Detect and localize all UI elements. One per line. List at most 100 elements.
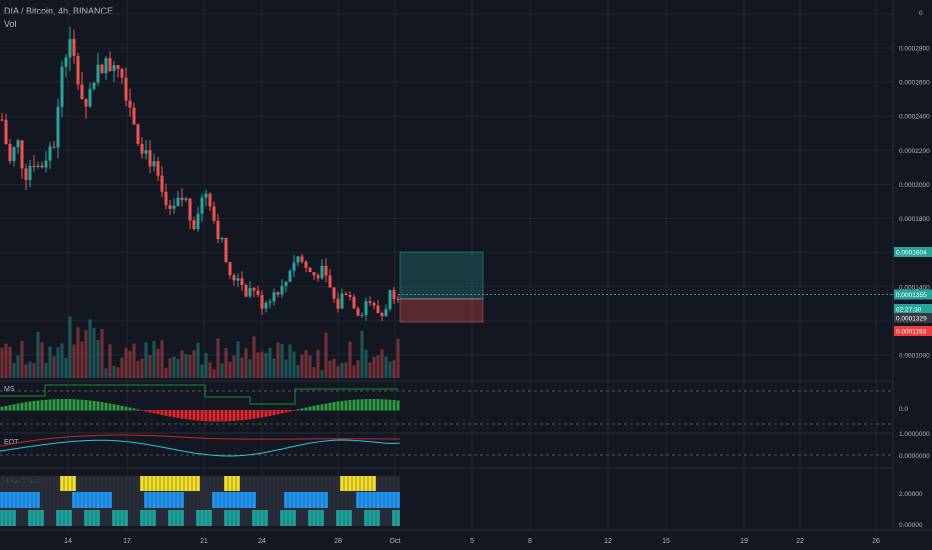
bract-bg bbox=[280, 476, 284, 526]
ms-histogram-bar bbox=[120, 405, 124, 411]
volume-bar bbox=[172, 356, 176, 378]
symbol-header: DIA / Bitcoin, 4h, BINANCE bbox=[4, 6, 114, 16]
bract-bg bbox=[344, 476, 348, 526]
bract-blue bbox=[392, 492, 396, 508]
eot-tick-label: 0.0000000 bbox=[899, 453, 930, 460]
volume-bar bbox=[56, 347, 60, 378]
time-tick-label: 5 bbox=[470, 538, 474, 545]
candle-body bbox=[244, 285, 248, 297]
ms-histogram-bar bbox=[360, 399, 364, 411]
ms-tick-label: 0.0 bbox=[899, 406, 908, 413]
bract-blue bbox=[4, 492, 8, 508]
bract-blue bbox=[72, 492, 76, 508]
volume-bar bbox=[340, 362, 344, 378]
bract-bg bbox=[352, 476, 356, 526]
volume-bar bbox=[376, 355, 380, 378]
bract-blue bbox=[324, 492, 328, 508]
ms-histogram-bar bbox=[200, 410, 204, 421]
bract-yellow bbox=[160, 476, 164, 491]
bract-teal bbox=[172, 510, 176, 526]
volume-bar bbox=[4, 343, 8, 378]
time-tick-label: 17 bbox=[123, 538, 131, 545]
volume-bar bbox=[176, 358, 180, 378]
bract-blue bbox=[32, 492, 36, 508]
candle-body bbox=[16, 140, 20, 148]
bract-teal bbox=[140, 510, 144, 526]
eot-cyan-line bbox=[0, 439, 401, 457]
candle-body bbox=[56, 106, 60, 148]
ms-step-line bbox=[0, 384, 398, 405]
ms-histogram-bar bbox=[364, 399, 368, 411]
bract-yellow bbox=[192, 476, 196, 491]
candle-body bbox=[164, 191, 168, 206]
bract-bg bbox=[56, 476, 60, 526]
bract-bg bbox=[120, 476, 124, 526]
bract-blue bbox=[24, 492, 28, 508]
bract-bg bbox=[268, 476, 272, 526]
bract-blue bbox=[156, 492, 160, 508]
ms-histogram-bar bbox=[396, 400, 400, 411]
bract-bg bbox=[276, 476, 280, 526]
ms-histogram-bar bbox=[380, 399, 384, 411]
ms-histogram-bar bbox=[188, 410, 192, 420]
bract-yellow bbox=[156, 476, 160, 491]
volume-bar bbox=[100, 328, 104, 378]
long-position-tool[interactable] bbox=[398, 251, 893, 323]
candle-body bbox=[24, 168, 28, 181]
volume-bar bbox=[240, 357, 244, 378]
candle-body bbox=[48, 146, 52, 161]
volume-bar bbox=[88, 319, 92, 378]
bract-bg bbox=[128, 476, 132, 526]
volume-bar bbox=[300, 354, 304, 378]
ms-histogram-bar bbox=[176, 410, 180, 419]
bract-blue bbox=[364, 492, 368, 508]
candle-body bbox=[360, 314, 364, 316]
bract-bg bbox=[132, 476, 136, 526]
price-tick-label: 0.0001400 bbox=[899, 284, 930, 291]
volume-bar bbox=[68, 316, 72, 378]
volume-bar bbox=[260, 351, 264, 378]
price-tick-label: 0.0002200 bbox=[899, 148, 930, 155]
candle-body bbox=[296, 256, 300, 263]
candle-body bbox=[112, 65, 116, 72]
ms-histogram-bar bbox=[276, 410, 280, 415]
price-tick-label: 0.0001000 bbox=[899, 353, 930, 360]
bract-teal bbox=[4, 510, 8, 526]
volume-bar bbox=[312, 367, 316, 378]
bract-teal bbox=[204, 510, 208, 526]
loss-zone bbox=[399, 298, 484, 323]
price-tick-label: 0.0002400 bbox=[899, 114, 930, 121]
candle-body bbox=[280, 285, 284, 295]
bract-blue bbox=[304, 492, 308, 508]
bract-blue bbox=[236, 492, 240, 508]
bract-yellow bbox=[232, 476, 236, 491]
bract-blue bbox=[296, 492, 300, 508]
bract-blue bbox=[224, 492, 228, 508]
price-badge-label: 02:27:30 bbox=[896, 307, 922, 314]
ms-histogram-bar bbox=[40, 400, 44, 411]
volume-bar bbox=[60, 343, 64, 378]
price-badge-label: 0.0001355 bbox=[896, 292, 927, 299]
ms-histogram-bar bbox=[388, 399, 392, 411]
volume-bar bbox=[320, 369, 324, 378]
bract-blue bbox=[84, 492, 88, 508]
volume-label: Vol bbox=[4, 19, 17, 29]
candle-body bbox=[200, 197, 204, 214]
bract-teal bbox=[144, 510, 148, 526]
volume-bar bbox=[284, 359, 288, 378]
bract-yellow bbox=[64, 476, 68, 491]
volume-bar bbox=[200, 364, 204, 378]
volume-bar bbox=[24, 364, 28, 378]
bract-teal bbox=[292, 510, 296, 526]
candle-body bbox=[116, 65, 120, 69]
candle-body bbox=[188, 198, 192, 221]
candle-body bbox=[300, 256, 304, 262]
candle-body bbox=[256, 290, 260, 296]
volume-bar bbox=[64, 357, 68, 378]
bract-bg bbox=[204, 476, 208, 526]
bract-yellow bbox=[340, 476, 344, 491]
ms-histogram-bar bbox=[104, 402, 108, 411]
bract-teal bbox=[344, 510, 348, 526]
bract-bg bbox=[64, 476, 68, 526]
